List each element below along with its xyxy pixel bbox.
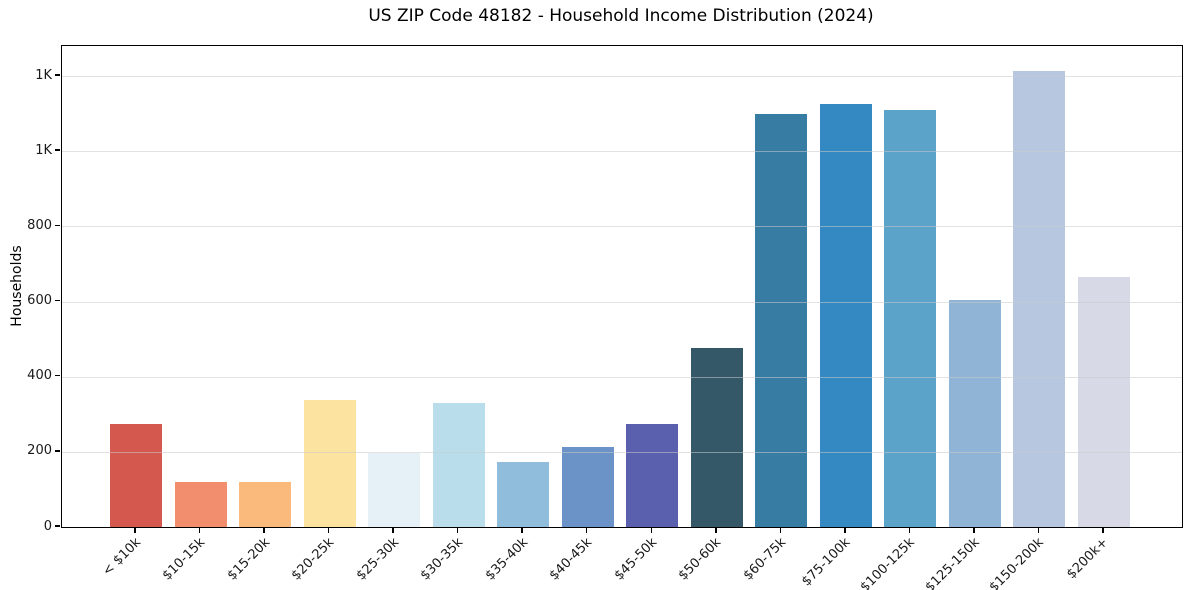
x-tick-label: $125-150k [922, 535, 983, 590]
y-tick-label: 400 [27, 368, 52, 384]
x-tick-mark [844, 528, 846, 533]
y-axis-label: Households [9, 245, 25, 327]
x-tick-label: $15-20k [224, 535, 273, 584]
x-tick-mark [585, 528, 588, 533]
x-tick-label: < $10k [99, 535, 144, 580]
bar-20-25k [303, 399, 356, 527]
chart-title: US ZIP Code 48182 - Household Income Dis… [368, 6, 874, 26]
x-tick-label: $10-15k [159, 535, 209, 584]
y-tick-mark [55, 74, 60, 76]
x-tick-mark [263, 528, 265, 533]
gridline [62, 301, 1182, 303]
y-tick-label: 0 [43, 518, 52, 534]
bar-30-35k [432, 402, 485, 527]
bar-125-150k [948, 299, 1001, 527]
x-tick-label: $30-35k [417, 535, 467, 584]
x-tick-mark [134, 528, 136, 533]
y-tick-mark [55, 224, 60, 227]
x-tick-mark [715, 528, 717, 533]
x-tick-label: $25-30k [353, 535, 402, 584]
y-tick-label: 600 [27, 293, 52, 309]
y-tick-label: 1K [35, 142, 52, 158]
y-tick-mark [55, 149, 60, 151]
bar-45-50k [626, 423, 679, 527]
x-tick-label: $75-100k [799, 535, 854, 590]
y-tick-label: 200 [27, 443, 52, 459]
gridline [62, 151, 1182, 153]
y-tick-mark [55, 299, 60, 302]
y-tick-label: 1K [35, 67, 52, 83]
x-tick-mark [908, 528, 911, 533]
bar-40-45k [561, 447, 614, 527]
x-tick-label: $35-40k [482, 535, 531, 584]
gridline [62, 226, 1182, 228]
bar-25-30k [368, 452, 421, 527]
gridline [62, 76, 1182, 78]
y-tick-label: 800 [27, 217, 52, 233]
bar-15-20k [239, 482, 292, 527]
x-tick-mark [198, 528, 201, 533]
gridline [62, 376, 1182, 378]
gridline [62, 451, 1182, 453]
bar-10k [110, 424, 162, 527]
x-tick-label: $200k+ [1064, 535, 1112, 583]
bar-10-15k [174, 482, 227, 527]
x-tick-label: $20-25k [288, 535, 338, 584]
x-tick-label: $60-75k [740, 535, 789, 584]
bar-75-100k [819, 103, 872, 527]
x-tick-mark [456, 528, 459, 533]
bar-60-75k [755, 113, 808, 527]
x-tick-mark [521, 528, 523, 533]
y-tick-mark [55, 525, 60, 527]
x-tick-label: $45-50k [611, 535, 660, 584]
x-tick-mark [779, 528, 782, 533]
x-tick-mark [650, 528, 653, 533]
bar-200k+ [1078, 277, 1130, 527]
x-tick-label: $50-60k [675, 535, 725, 584]
y-tick-mark [55, 450, 60, 452]
y-tick-mark [55, 374, 60, 377]
x-tick-label: $100-125k [857, 535, 919, 590]
bar-35-40k [497, 462, 550, 527]
bar-100-125k [884, 109, 937, 527]
x-tick-label: $40-45k [546, 535, 596, 584]
x-tick-mark [973, 528, 975, 533]
x-tick-mark [1102, 528, 1104, 533]
plot-area [61, 45, 1183, 528]
x-tick-mark [392, 528, 394, 533]
x-tick-mark [327, 528, 330, 533]
x-tick-mark [1037, 528, 1040, 533]
bar-50-60k [690, 348, 743, 527]
bar-150-200k [1013, 70, 1066, 527]
x-tick-label: $150-200k [986, 535, 1048, 590]
